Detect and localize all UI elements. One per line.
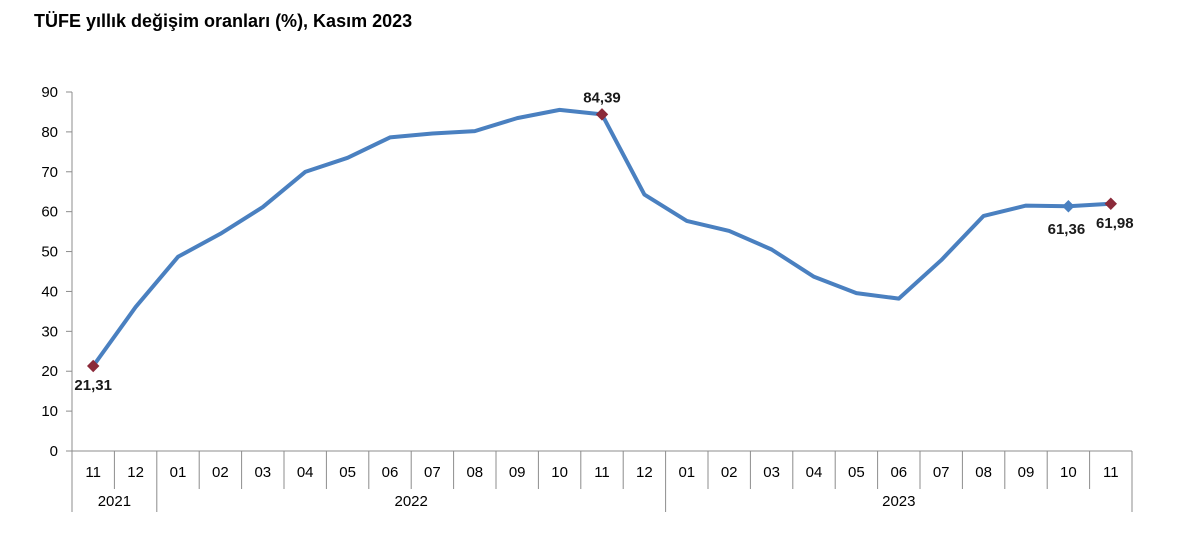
x-tick-label: 08 bbox=[975, 464, 992, 481]
series-line bbox=[91, 107, 1113, 368]
x-tick-label: 09 bbox=[1018, 464, 1035, 481]
x-tick-label: 02 bbox=[721, 464, 738, 481]
annotated-point-marker bbox=[595, 108, 609, 121]
labels-layer: 21,31 84,39 61,36 61,98 bbox=[74, 89, 1133, 394]
data-label: 61,36 bbox=[1048, 221, 1086, 238]
data-label: 61,98 bbox=[1096, 215, 1134, 232]
x-tick-label: 06 bbox=[890, 464, 907, 481]
x-tick-label: 09 bbox=[509, 464, 526, 481]
x-tick-label: 01 bbox=[170, 464, 187, 481]
y-tick-label: 40 bbox=[41, 283, 58, 300]
x-year-label: 2023 bbox=[882, 493, 915, 510]
y-tick-label: 20 bbox=[41, 363, 58, 380]
x-tick-label: 08 bbox=[466, 464, 483, 481]
x-tick-label: 03 bbox=[254, 464, 271, 481]
x-tick-label: 02 bbox=[212, 464, 229, 481]
x-tick-label: 05 bbox=[339, 464, 356, 481]
y-tick-label: 60 bbox=[41, 204, 58, 221]
x-tick-label: 11 bbox=[1103, 464, 1119, 481]
x-tick-label: 10 bbox=[551, 464, 568, 481]
annotated-point-marker bbox=[1104, 197, 1118, 210]
y-tick-label: 10 bbox=[41, 403, 58, 420]
series-layer bbox=[86, 107, 1118, 373]
x-year-label: 2022 bbox=[395, 493, 428, 510]
y-tick-label: 30 bbox=[41, 323, 58, 340]
x-tick-label: 04 bbox=[806, 464, 823, 481]
data-label: 21,31 bbox=[74, 377, 112, 394]
chart-title: TÜFE yıllık değişim oranları (%), Kasım … bbox=[34, 11, 413, 31]
y-tick-label: 50 bbox=[41, 244, 58, 261]
y-tick-label: 70 bbox=[41, 164, 58, 181]
x-tick-label: 10 bbox=[1060, 464, 1077, 481]
x-tick-label: 07 bbox=[424, 464, 441, 481]
x-tick-label: 11 bbox=[594, 464, 610, 481]
annotated-point-marker bbox=[1062, 200, 1075, 213]
y-tick-label: 80 bbox=[41, 124, 58, 141]
x-tick-label: 04 bbox=[297, 464, 314, 481]
x-tick-label: 01 bbox=[678, 464, 695, 481]
y-tick-label: 0 bbox=[50, 443, 58, 460]
y-tick-label: 90 bbox=[41, 84, 58, 101]
data-label: 84,39 bbox=[583, 89, 621, 106]
annotated-point-marker bbox=[86, 359, 100, 373]
x-tick-label: 06 bbox=[382, 464, 399, 481]
x-tick-label: 12 bbox=[636, 464, 653, 481]
x-tick-label: 03 bbox=[763, 464, 780, 481]
x-tick-label: 07 bbox=[933, 464, 950, 481]
x-tick-label: 05 bbox=[848, 464, 865, 481]
x-tick-label: 11 bbox=[85, 464, 101, 481]
x-tick-label: 12 bbox=[127, 464, 144, 481]
x-year-label: 2021 bbox=[98, 493, 131, 510]
